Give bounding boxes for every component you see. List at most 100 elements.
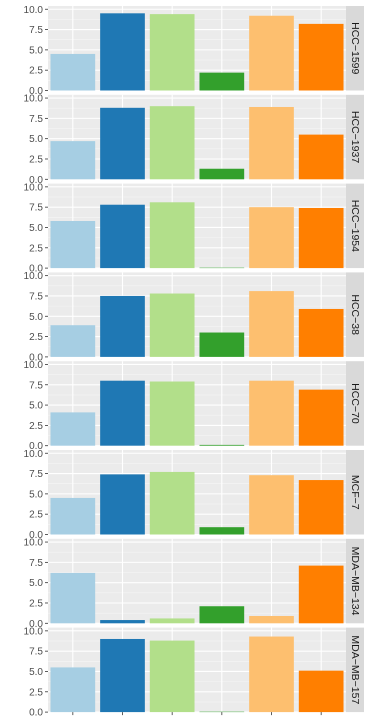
bar	[149, 293, 195, 357]
bar	[50, 412, 96, 446]
bar	[249, 207, 294, 269]
facet-panel: 0.0 2.5 5.0 7.5 10.0 MDA−MB−134	[24, 538, 364, 630]
bar	[50, 53, 96, 91]
facet-strip-label: MDA−MB−134	[349, 547, 361, 616]
y-tick-label: 7.5	[29, 114, 43, 125]
y-tick-label: 10.0	[24, 182, 44, 193]
bar	[100, 380, 145, 446]
bar	[298, 670, 344, 713]
bar	[149, 618, 195, 624]
y-tick-label: 10.0	[24, 360, 44, 371]
bar	[100, 13, 145, 91]
bar	[100, 204, 145, 269]
bar	[249, 475, 294, 535]
y-tick-label: 0.0	[29, 264, 43, 275]
panel-background	[48, 538, 346, 624]
y-tick-label: 0.0	[29, 530, 43, 541]
facet-strip-label: HCC−38	[349, 294, 361, 335]
panel-background	[48, 450, 346, 535]
bar	[149, 14, 195, 91]
panel-background	[48, 6, 346, 91]
facet-strip	[346, 6, 364, 91]
facet-strip	[346, 450, 364, 535]
y-tick-label: 0.0	[29, 441, 43, 452]
bar	[249, 15, 294, 91]
panel-background	[48, 183, 346, 269]
bar	[249, 636, 294, 713]
y-tick-label: 10.0	[24, 626, 44, 637]
y-tick-label: 5.0	[29, 578, 43, 589]
panel-background	[48, 361, 346, 446]
y-tick-label: 2.5	[29, 332, 43, 343]
facet-panel: 0.0 2.5 5.0 7.5 10.0 HCC−70	[24, 360, 364, 452]
facet-strip-label: HCC−1954	[349, 200, 361, 252]
bar	[199, 72, 245, 91]
y-tick-label: 2.5	[29, 598, 43, 609]
bar	[100, 638, 145, 713]
y-tick-label: 0.0	[29, 619, 43, 630]
y-tick-label: 0.0	[29, 175, 43, 186]
bar	[298, 308, 344, 357]
y-tick-label: 7.5	[29, 558, 43, 569]
y-tick-label: 5.0	[29, 134, 43, 145]
bar	[249, 615, 294, 624]
bar	[199, 606, 245, 624]
panel-background	[48, 272, 346, 357]
facet-strip	[346, 94, 364, 180]
facet-strip	[346, 627, 364, 713]
y-tick-label: 5.0	[29, 489, 43, 500]
facet-strip	[346, 183, 364, 269]
bar	[199, 444, 245, 446]
facet-strip	[346, 538, 364, 624]
bar	[149, 381, 195, 446]
y-tick-label: 2.5	[29, 243, 43, 254]
bar	[249, 106, 294, 180]
bar	[50, 572, 96, 624]
y-tick-label: 2.5	[29, 66, 43, 77]
facet-strip-label: MDA−MB−157	[349, 635, 361, 704]
bar	[298, 389, 344, 446]
y-tick-label: 5.0	[29, 667, 43, 678]
y-tick-label: 0.0	[29, 352, 43, 363]
bar	[149, 202, 195, 269]
facet-strip-label: MCF−7	[349, 475, 361, 510]
bar	[199, 332, 245, 357]
bar	[149, 640, 195, 713]
bar	[100, 620, 145, 624]
facet-panel: 0.0 2.5 5.0 7.5 10.0 HCC−1599	[24, 5, 364, 97]
bar	[149, 106, 195, 180]
y-tick-label: 2.5	[29, 421, 43, 432]
bar	[149, 471, 195, 535]
bar	[298, 565, 344, 624]
y-tick-label: 7.5	[29, 469, 43, 480]
y-tick-label: 7.5	[29, 380, 43, 391]
facet-strip-label: HCC−70	[349, 383, 361, 424]
bar	[50, 220, 96, 269]
facet-panel: 0.0 2.5 5.0 7.5 10.0 MDA−MB−157	[24, 626, 364, 719]
y-tick-label: 0.0	[29, 708, 43, 719]
y-tick-label: 7.5	[29, 203, 43, 214]
y-tick-label: 10.0	[24, 538, 44, 549]
bar	[298, 207, 344, 269]
bar	[199, 168, 245, 180]
y-tick-label: 10.0	[24, 271, 44, 282]
y-tick-label: 7.5	[29, 25, 43, 36]
bar	[199, 527, 245, 535]
bar	[50, 497, 96, 535]
bar	[50, 667, 96, 713]
y-tick-label: 0.0	[29, 86, 43, 97]
bar	[249, 291, 294, 357]
panel-background	[48, 94, 346, 180]
y-tick-label: 10.0	[24, 449, 44, 460]
bar	[100, 295, 145, 357]
y-tick-label: 5.0	[29, 401, 43, 412]
bar	[100, 107, 145, 180]
facet-strip-label: HCC−1937	[349, 111, 361, 163]
bar	[298, 480, 344, 535]
bar	[298, 23, 344, 91]
bar	[100, 474, 145, 535]
y-tick-label: 5.0	[29, 312, 43, 323]
panel-background	[48, 627, 346, 713]
facet-strip-label: HCC−1599	[349, 22, 361, 74]
